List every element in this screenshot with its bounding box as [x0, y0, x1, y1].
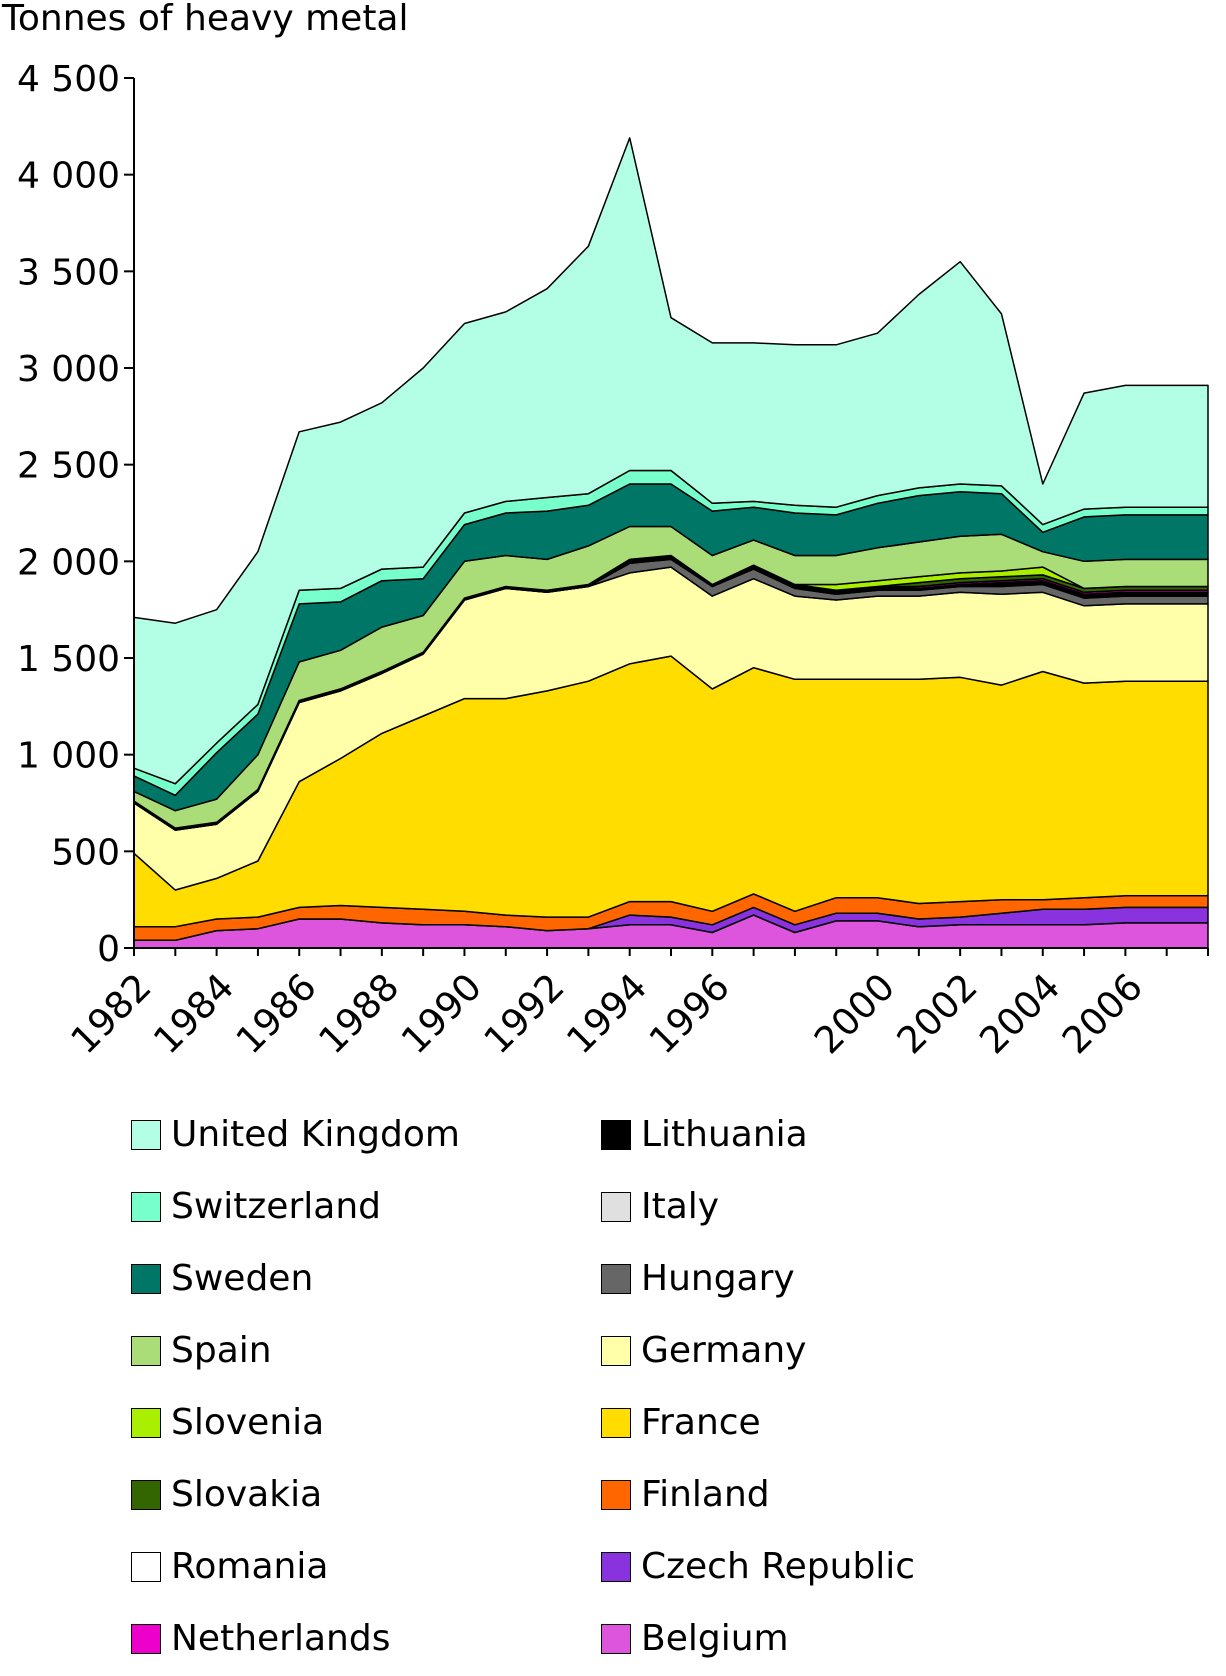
legend-item-finland: Finland — [601, 1475, 770, 1515]
legend-item-spain: Spain — [131, 1331, 272, 1371]
legend-label: Slovakia — [171, 1474, 323, 1515]
area-united-kingdom — [133, 137, 1209, 785]
y-tick-label: 2 000 — [17, 542, 120, 583]
y-tick-label: 0 — [97, 929, 120, 970]
legend-swatch — [131, 1192, 161, 1222]
legend-item-netherlands: Netherlands — [131, 1619, 390, 1659]
legend-swatch — [131, 1336, 161, 1366]
x-tick-label: 2004 — [971, 965, 1068, 1062]
legend-label: Spain — [171, 1330, 272, 1371]
legend-swatch — [601, 1408, 631, 1438]
legend-swatch — [601, 1552, 631, 1582]
legend-label: Lithuania — [641, 1114, 808, 1155]
legend-label: Sweden — [171, 1258, 314, 1299]
legend-swatch — [601, 1264, 631, 1294]
x-tick-label: 1986 — [228, 965, 325, 1062]
legend-label: Netherlands — [171, 1618, 391, 1659]
legend-label: Finland — [641, 1474, 770, 1515]
legend-item-lithuania: Lithuania — [601, 1115, 808, 1155]
legend-item-czech-republic: Czech Republic — [601, 1547, 915, 1587]
legend-item-germany: Germany — [601, 1331, 806, 1371]
legend-label: Romania — [171, 1546, 329, 1587]
y-tick-label: 1 000 — [17, 736, 120, 777]
y-tick-label: 4 500 — [17, 59, 120, 100]
y-tick-label: 500 — [51, 832, 120, 873]
legend: United Kingdom Switzerland Sweden Spain Slov… — [131, 1115, 1131, 1675]
chart-svg: Tonnes of heavy metal 0 500 1 000 1 500 2 00… — [1, 0, 1209, 1062]
legend-label: Slovenia — [171, 1402, 325, 1443]
stacked-areas — [133, 137, 1209, 949]
legend-item-sweden: Sweden — [131, 1259, 313, 1299]
y-tick-label: 1 500 — [17, 639, 120, 680]
legend-swatch — [131, 1552, 161, 1582]
legend-label: Czech Republic — [641, 1546, 916, 1587]
x-tick-label: 2000 — [806, 965, 903, 1062]
legend-item-slovenia: Slovenia — [131, 1403, 324, 1443]
legend-label: Belgium — [641, 1618, 789, 1659]
legend-swatch — [601, 1624, 631, 1654]
legend-label: United Kingdom — [171, 1114, 460, 1155]
y-tick-label: 4 000 — [17, 156, 120, 197]
x-tick-label: 1988 — [310, 965, 407, 1062]
legend-label: Hungary — [641, 1258, 795, 1299]
x-tick-label: 1996 — [641, 965, 738, 1062]
legend-item-hungary: Hungary — [601, 1259, 795, 1299]
legend-swatch — [601, 1120, 631, 1150]
legend-item-slovakia: Slovakia — [131, 1475, 322, 1515]
legend-swatch — [601, 1336, 631, 1366]
y-axis-ticks: 0 500 1 000 1 500 2 000 2 500 3 000 3 500 4 000 4… — [17, 59, 134, 970]
legend-swatch — [131, 1120, 161, 1150]
x-tick-label: 1994 — [558, 965, 655, 1062]
legend-item-romania: Romania — [131, 1547, 328, 1587]
legend-swatch — [601, 1192, 631, 1222]
legend-swatch — [131, 1264, 161, 1294]
legend-label: Germany — [641, 1330, 807, 1371]
legend-label: France — [641, 1402, 761, 1443]
legend-label: Switzerland — [171, 1186, 381, 1227]
legend-item-france: France — [601, 1403, 761, 1443]
x-tick-label: 1984 — [145, 965, 242, 1062]
x-tick-label: 1992 — [476, 965, 573, 1062]
x-tick-label: 2002 — [889, 965, 986, 1062]
legend-item-belgium: Belgium — [601, 1619, 789, 1659]
legend-item-united-kingdom: United Kingdom — [131, 1115, 460, 1155]
y-tick-label: 2 500 — [17, 446, 120, 487]
legend-swatch — [131, 1408, 161, 1438]
legend-swatch — [131, 1624, 161, 1654]
legend-swatch — [601, 1480, 631, 1510]
legend-swatch — [131, 1480, 161, 1510]
legend-item-switzerland: Switzerland — [131, 1187, 381, 1227]
y-axis-title: Tonnes of heavy metal — [1, 0, 409, 39]
y-tick-label: 3 000 — [17, 349, 120, 390]
legend-item-italy: Italy — [601, 1187, 719, 1227]
y-tick-label: 3 500 — [17, 252, 120, 293]
x-tick-label: 1990 — [393, 965, 490, 1062]
x-tick-label: 1982 — [63, 965, 160, 1062]
x-tick-label: 2006 — [1054, 965, 1151, 1062]
legend-label: Italy — [641, 1186, 720, 1227]
